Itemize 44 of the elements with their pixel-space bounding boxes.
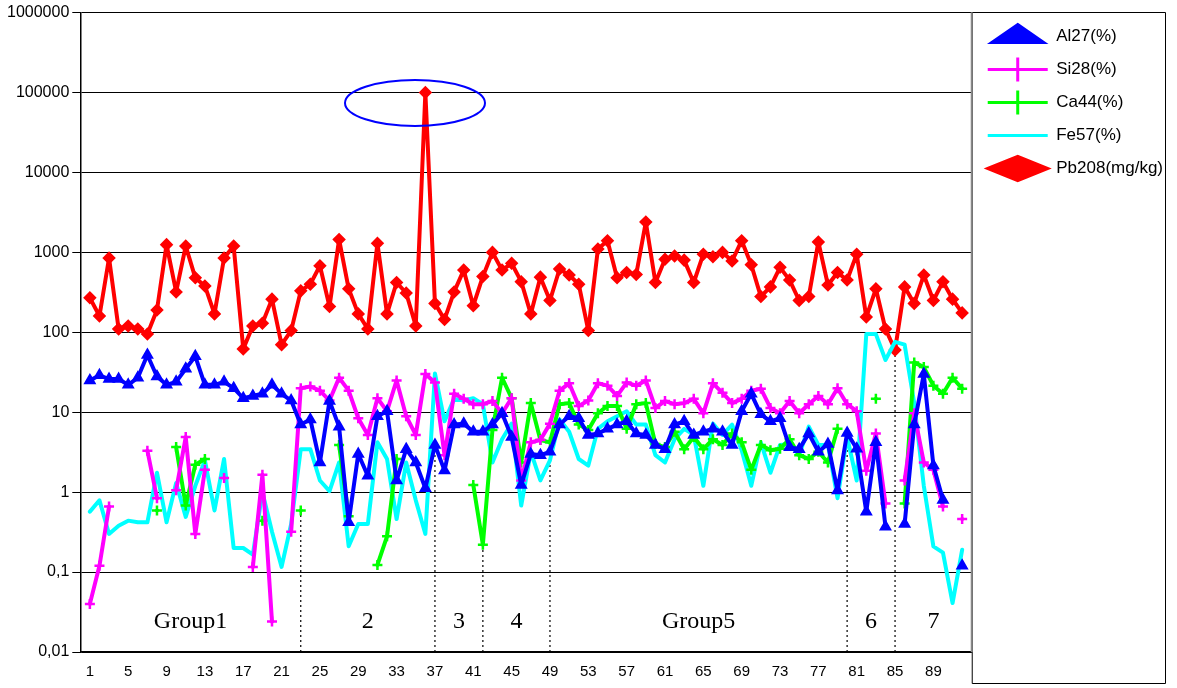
y-tick-label: 10000	[24, 162, 70, 180]
x-tick-label: 73	[771, 662, 789, 680]
x-tick-label: 49	[541, 662, 559, 680]
x-tick-label: 9	[162, 662, 171, 680]
y-tick-label: 100000	[15, 82, 70, 100]
annotation: Group5	[661, 607, 736, 634]
legend-label: Al27(%)	[1056, 26, 1117, 46]
x-tick-label: 45	[503, 662, 520, 680]
x-tick-label: 21	[273, 662, 290, 680]
x-tick-label: 81	[848, 662, 866, 680]
x-tick-label: 17	[234, 662, 252, 680]
legend-label: Si28(%)	[1056, 59, 1117, 79]
y-tick-label: 0,01	[38, 642, 70, 660]
x-tick-label: 37	[426, 662, 444, 680]
x-tick-label: 33	[388, 662, 405, 680]
y-tick-label: 1	[60, 482, 70, 500]
y-tick-label: 100	[42, 322, 70, 340]
x-tick-label: 1	[85, 662, 95, 680]
annotation: 6	[865, 607, 878, 634]
legend-label: Fe57(%)	[1056, 125, 1122, 145]
y-tick-label: 0,1	[47, 562, 70, 580]
x-tick-label: 5	[124, 662, 133, 680]
x-tick-label: 25	[311, 662, 329, 680]
annotation: 7	[927, 607, 940, 634]
x-tick-label: 65	[694, 662, 712, 680]
annotation: 2	[361, 607, 374, 634]
y-tick-label: 1000000	[6, 3, 70, 21]
x-tick-label: 29	[349, 662, 367, 680]
annotation: 4	[510, 607, 523, 634]
y-tick-label: 10	[51, 402, 70, 420]
annotation: 3	[452, 607, 465, 634]
x-tick-label: 89	[925, 662, 942, 680]
x-tick-label: 69	[733, 662, 751, 680]
legend-label: Pb208(mg/kg)	[1056, 158, 1164, 178]
y-tick-label: 1000	[33, 242, 70, 260]
x-tick-label: 53	[579, 662, 597, 680]
x-tick-label: 77	[810, 662, 827, 680]
x-tick-label: 85	[886, 662, 904, 680]
x-tick-label: 13	[196, 662, 214, 680]
x-tick-label: 41	[464, 662, 482, 680]
x-tick-label: 57	[618, 662, 635, 680]
legend-label: Ca44(%)	[1056, 92, 1124, 112]
annotation: Group1	[153, 607, 228, 634]
x-tick-label: 61	[656, 662, 674, 680]
